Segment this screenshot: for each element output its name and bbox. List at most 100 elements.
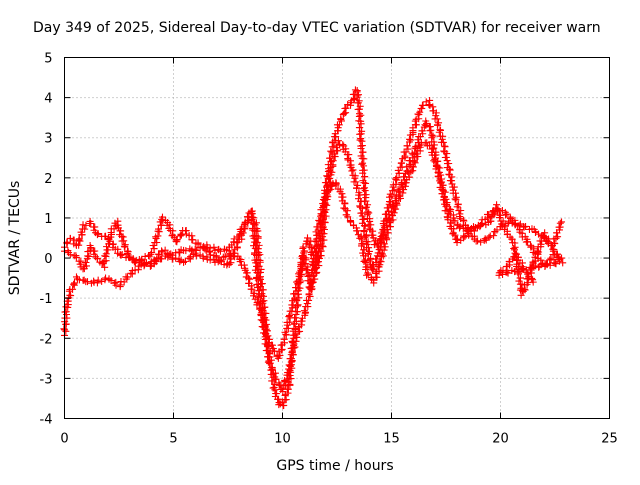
data-point-marker [327,147,335,155]
data-point-marker [383,204,391,212]
data-point-marker [552,234,560,242]
data-point-marker [110,225,118,233]
data-point-marker [327,185,335,193]
data-point-marker [360,155,368,163]
y-tick-label: 5 [44,52,52,67]
data-point-marker [532,262,540,270]
data-point-marker [515,221,523,229]
data-point-marker [490,232,498,240]
data-point-marker [451,231,459,239]
data-point-marker [317,240,325,248]
data-point-marker [288,301,296,309]
y-tick-label: 2 [44,172,52,187]
data-point-marker [332,181,340,189]
data-point-marker [165,250,173,258]
data-point-marker [406,135,414,143]
data-point-marker [306,284,314,292]
data-point-marker [353,184,361,192]
data-point-marker [248,214,256,222]
data-point-marker [357,145,365,153]
data-point-marker [91,247,99,255]
data-point-marker [315,216,323,224]
data-point-marker [357,198,365,206]
data-point-marker [391,205,399,213]
data-point-marker [426,102,434,110]
data-point-marker [521,286,529,294]
data-point-marker [60,325,68,333]
data-point-marker [508,266,516,274]
data-point-marker [390,187,398,195]
data-point-marker [264,342,272,350]
data-point-marker [555,223,563,231]
data-point-marker [120,237,128,245]
data-point-marker [434,121,442,129]
data-point-marker [325,174,333,182]
data-point-marker [254,269,262,277]
y-axis-label: SDTVAR / TECUs [7,181,23,296]
data-point-marker [366,217,374,225]
data-point-marker [196,243,204,251]
data-point-marker [481,235,489,243]
data-point-marker [529,278,537,286]
data-point-marker [522,222,530,230]
data-point-marker [255,300,263,308]
data-point-marker [150,245,158,253]
data-point-marker [66,235,74,243]
data-point-marker [478,219,486,227]
data-point-marker [303,234,311,242]
data-point-marker [173,236,181,244]
data-point-marker [439,196,447,204]
data-point-marker [345,151,353,159]
data-point-marker [524,270,532,278]
data-point-marker [372,255,380,263]
data-point-marker [551,259,559,267]
data-point-marker [283,385,291,393]
data-point-marker [206,248,214,256]
data-point-marker [556,219,564,227]
data-point-marker [279,387,287,395]
data-point-marker [360,246,368,254]
data-point-marker [360,222,368,230]
data-point-marker [361,233,369,241]
data-point-marker [121,243,129,251]
data-point-marker [146,262,154,270]
data-point-marker [446,177,454,185]
data-point-marker [269,384,277,392]
data-point-marker [360,179,368,187]
data-point-marker [155,225,163,233]
data-point-marker [418,127,426,135]
data-point-marker [252,259,260,267]
data-point-marker [493,206,501,214]
data-point-marker [450,183,458,191]
data-point-marker [168,255,176,263]
data-point-marker [319,200,327,208]
data-point-marker [346,157,354,165]
data-point-marker [342,104,350,112]
data-point-marker [441,153,449,161]
data-point-marker [359,148,367,156]
data-point-marker [355,112,363,120]
data-point-marker [255,293,263,301]
data-point-marker [409,167,417,175]
data-point-marker [446,166,454,174]
data-point-marker [287,355,295,363]
data-point-marker [259,286,267,294]
data-point-marker [240,225,248,233]
data-point-marker [410,157,418,165]
data-point-marker [438,190,446,198]
data-point-marker [81,258,89,266]
data-point-marker [229,249,237,257]
data-point-marker [249,292,257,300]
data-point-marker [282,396,290,404]
data-point-marker [360,257,368,265]
data-point-marker [271,386,279,394]
data-point-marker [413,150,421,158]
data-point-marker [365,209,373,217]
data-point-marker [298,254,306,262]
data-point-marker [438,135,446,143]
data-point-marker [264,332,272,340]
data-point-marker [426,141,434,149]
data-point-marker [271,369,279,377]
data-point-marker [314,223,322,231]
